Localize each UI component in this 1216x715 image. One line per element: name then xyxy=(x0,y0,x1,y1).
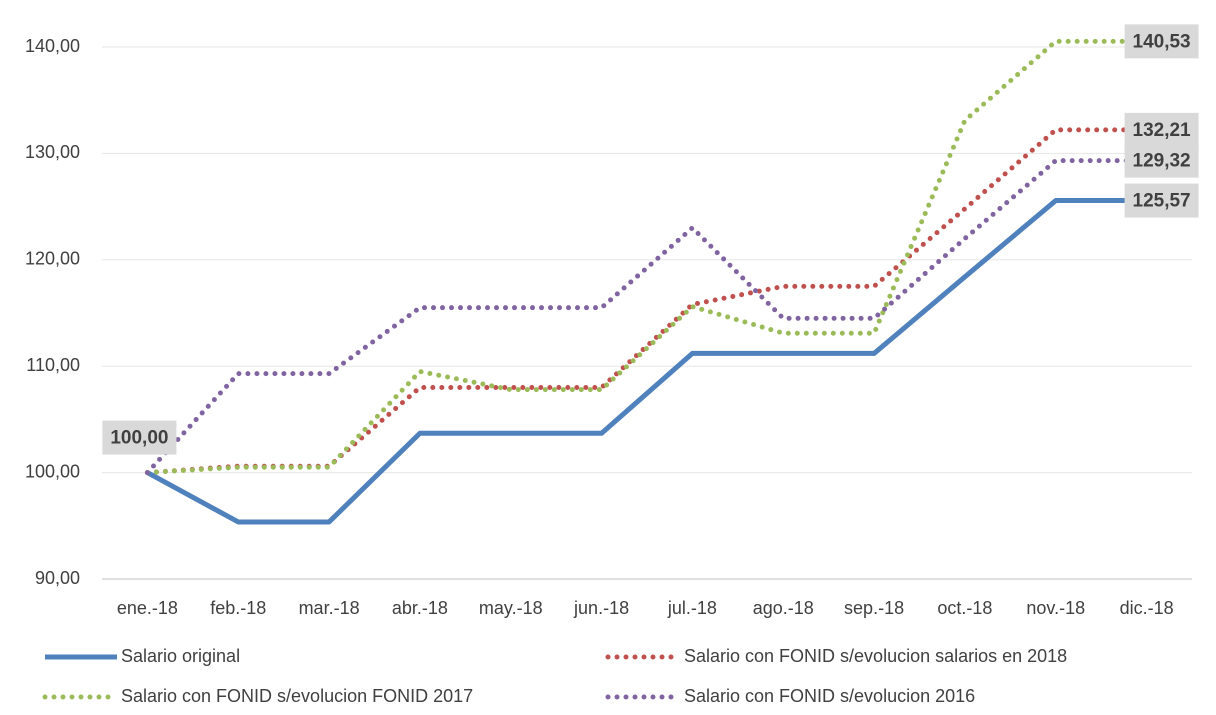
series-line xyxy=(146,198,1147,525)
y-tick-label: 120,00 xyxy=(25,249,80,269)
series-line xyxy=(144,158,1150,476)
x-tick-label: nov.-18 xyxy=(1026,598,1085,618)
x-tick-label: sep.-18 xyxy=(844,598,904,618)
x-tick-label: ago.-18 xyxy=(753,598,814,618)
data-label-box xyxy=(1124,143,1199,178)
x-tick-label: feb.-18 xyxy=(210,598,266,618)
x-tick-label: jul.-18 xyxy=(667,598,717,618)
x-tick-label: oct.-18 xyxy=(937,598,992,618)
data-label-box xyxy=(102,420,177,455)
x-tick-label: jun.-18 xyxy=(573,598,629,618)
y-tick-label: 130,00 xyxy=(25,142,80,162)
data-label: 140,53 xyxy=(1133,31,1191,52)
y-tick-label: 140,00 xyxy=(25,36,80,56)
x-tick-label: dic.-18 xyxy=(1120,598,1174,618)
x-tick-label: abr.-18 xyxy=(392,598,448,618)
legend-label: Salario con FONID s/evolucion 2016 xyxy=(684,686,975,706)
legend-label: Salario con FONID s/evolucion salarios e… xyxy=(684,646,1067,666)
legend-label: Salario con FONID s/evolucion FONID 2017 xyxy=(121,686,473,706)
data-label: 100,00 xyxy=(110,428,168,449)
y-tick-label: 110,00 xyxy=(26,355,80,375)
data-label: 132,21 xyxy=(1133,120,1192,141)
x-tick-label: may.-18 xyxy=(479,598,543,618)
data-label-box xyxy=(1124,183,1199,218)
data-label: 125,57 xyxy=(1133,191,1191,212)
y-tick-label: 90,00 xyxy=(35,568,80,588)
data-label: 129,32 xyxy=(1133,151,1191,172)
series-line xyxy=(144,38,1150,476)
y-tick-label: 100,00 xyxy=(25,461,80,481)
series-line xyxy=(144,127,1150,476)
x-tick-label: ene.-18 xyxy=(117,598,178,618)
legend-label: Salario original xyxy=(121,646,240,666)
data-label-box xyxy=(1124,112,1199,147)
data-label-box xyxy=(1124,24,1199,59)
x-tick-label: mar.-18 xyxy=(299,598,360,618)
